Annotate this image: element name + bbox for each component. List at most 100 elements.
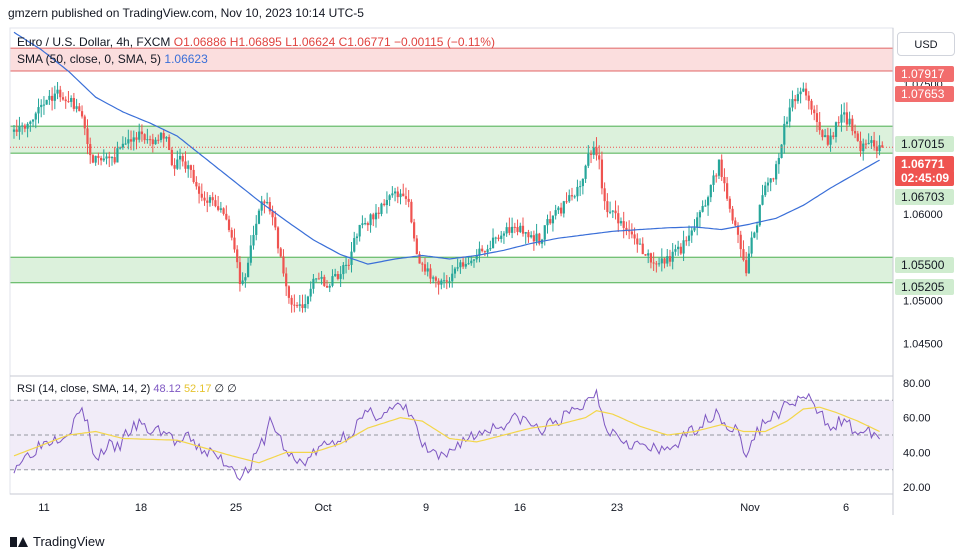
candle-body xyxy=(848,118,851,125)
candle-body xyxy=(644,254,647,256)
candle-body xyxy=(385,199,388,206)
candle-body xyxy=(309,288,312,297)
candle-body xyxy=(236,249,239,263)
symbol-name: Euro / U.S. Dollar, 4h, FXCM xyxy=(17,35,171,49)
candle-body xyxy=(31,119,35,122)
candle-body xyxy=(500,235,503,239)
rsi-tick-label: 60.00 xyxy=(903,413,931,425)
candle-body xyxy=(257,210,261,224)
candle-body xyxy=(481,248,484,252)
candle-body xyxy=(59,89,62,98)
candle-body xyxy=(423,264,427,272)
currency-button[interactable]: USD xyxy=(897,32,955,56)
candle-body xyxy=(720,159,723,178)
candle-body xyxy=(486,249,489,253)
candle-body xyxy=(532,235,535,242)
candle-body xyxy=(184,161,187,169)
candle-body xyxy=(285,273,288,287)
ohlc-high: H1.06895 xyxy=(229,35,282,49)
candle-body xyxy=(312,278,315,289)
candle-body xyxy=(170,149,173,166)
candle-body xyxy=(755,225,759,233)
candle-body xyxy=(317,278,320,280)
candle-body xyxy=(165,136,168,139)
candle-body xyxy=(344,264,348,266)
ohlc-low: L1.06624 xyxy=(285,35,336,49)
candle-body xyxy=(154,139,157,145)
candle-body xyxy=(355,236,359,239)
candle-body xyxy=(873,140,876,147)
candle-body xyxy=(298,304,301,306)
candle-body xyxy=(731,208,734,221)
tradingview-logo-icon xyxy=(10,536,28,548)
candle-body xyxy=(266,201,269,204)
candle-body xyxy=(758,204,761,226)
candle-body xyxy=(203,197,206,201)
candle-body xyxy=(559,207,563,214)
legend-sma[interactable]: SMA (50, close, 0, SMA, 5) 1.06623 xyxy=(17,52,208,66)
candle-body xyxy=(505,227,508,234)
candle-body xyxy=(704,205,707,207)
candle-body xyxy=(701,205,704,212)
candle-body xyxy=(426,268,429,272)
candle-body xyxy=(162,132,165,139)
candle-body xyxy=(61,97,65,100)
candle-body xyxy=(12,129,16,132)
candle-body xyxy=(301,304,304,309)
candle-body xyxy=(374,212,378,220)
candle-body xyxy=(249,245,252,263)
candle-body xyxy=(418,254,421,264)
candle-body xyxy=(826,135,829,145)
candle-body xyxy=(617,213,620,224)
candle-body xyxy=(361,223,364,225)
candle-body xyxy=(108,156,111,159)
candle-body xyxy=(663,258,666,264)
candle-body xyxy=(421,263,424,265)
candle-body xyxy=(336,274,340,279)
candle-body xyxy=(565,201,568,203)
rsi-tick-label: 80.00 xyxy=(903,378,931,390)
candle-body xyxy=(576,186,579,197)
candle-body xyxy=(377,212,380,214)
candle-body xyxy=(181,155,184,162)
candle-body xyxy=(18,126,21,132)
candle-body xyxy=(856,133,859,141)
candle-body xyxy=(715,175,718,177)
time-tick-label: 18 xyxy=(135,502,147,514)
candle-body xyxy=(124,143,127,145)
candle-body xyxy=(766,182,770,186)
candle-body xyxy=(197,186,201,194)
legend-rsi[interactable]: RSI (14, close, SMA, 14, 2) 48.12 52.17 … xyxy=(17,382,237,395)
candle-body xyxy=(655,263,658,265)
candle-body xyxy=(146,139,149,141)
candle-body xyxy=(698,211,702,218)
candle-body xyxy=(415,238,418,255)
footer-brand[interactable]: TradingView xyxy=(10,534,105,549)
candle-body xyxy=(342,265,345,275)
candle-body xyxy=(677,246,680,250)
candle-body xyxy=(100,157,103,161)
legend-main[interactable]: Euro / U.S. Dollar, 4h, FXCM O1.06886 H1… xyxy=(17,35,495,49)
candle-body xyxy=(238,262,242,284)
candle-body xyxy=(696,217,699,228)
price-tick-label: 1.04500 xyxy=(903,339,943,351)
candle-body xyxy=(396,191,399,198)
candle-body xyxy=(726,183,729,199)
candle-body xyxy=(630,231,633,235)
rsi-ma-line xyxy=(13,406,880,464)
candle-body xyxy=(570,195,574,197)
candle-body xyxy=(113,157,116,163)
candle-body xyxy=(611,210,614,212)
candle-body xyxy=(467,263,470,265)
candle-body xyxy=(459,262,462,268)
candle-body xyxy=(97,155,100,158)
rsi-pane xyxy=(10,388,893,481)
candle-body xyxy=(429,268,432,279)
candle-body xyxy=(445,280,448,282)
price-badge xyxy=(895,66,954,82)
candle-body xyxy=(268,201,271,212)
candle-body xyxy=(494,237,497,239)
time-tick-label: 16 xyxy=(514,502,526,514)
candle-body xyxy=(233,237,236,250)
candle-body xyxy=(521,225,525,234)
